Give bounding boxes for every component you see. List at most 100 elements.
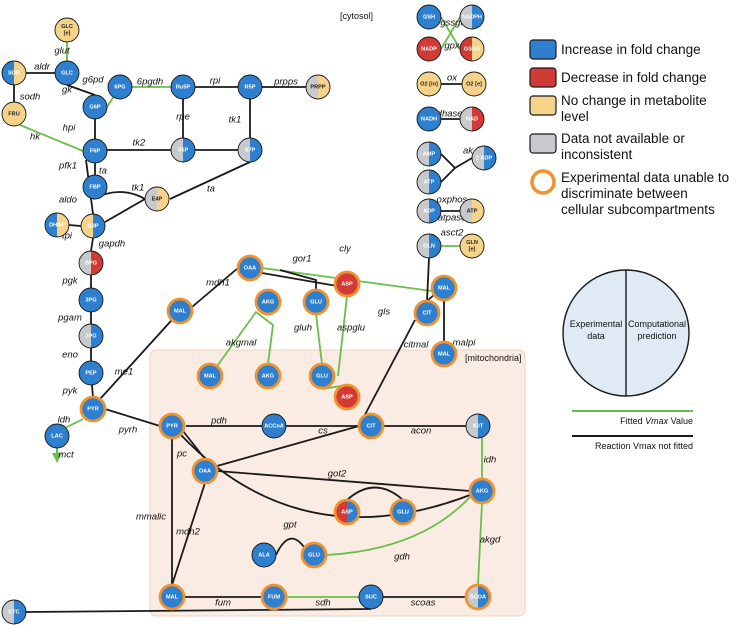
node-left-half [359,585,371,609]
node-right-half [120,75,132,99]
node-outline [1,60,27,86]
node-label: MAL [438,351,451,357]
reaction-label-cly: cly [339,244,352,255]
reaction-edge [440,153,457,183]
node-outline [144,186,170,212]
legend-swatch-na [529,133,557,154]
node-label: GLC [61,70,73,76]
node-outline [389,498,417,526]
node-outline [416,169,442,195]
node-right-half [274,414,286,438]
metabolite-node-fum: FUM [260,583,288,611]
metabolite-node-asp_c: ASP [333,270,361,298]
metabolite-node-pep: PEP [78,360,104,386]
node-outline [260,583,288,611]
metabolite-node-pyr_m: PYR [158,412,186,440]
node-outline [261,413,287,439]
node-outline [196,362,224,390]
node-label: [e] [469,247,476,253]
metabolite-node-nadp: NADP [416,36,442,62]
node-left-half [45,424,57,448]
node-outline [416,106,442,132]
node-outline [416,233,442,259]
legend-na-text-1: Data not available or [561,131,685,146]
reaction-edge [209,310,274,377]
reaction-edge [25,608,372,613]
node-outline [416,71,442,97]
node-left-half [238,138,250,162]
reaction-label-ak: ak [463,146,474,157]
reaction-edge [216,470,471,492]
node-left-half [145,187,157,211]
metabolite-node-fbp: FBP [82,174,108,200]
reaction-label-fum: fum [215,598,231,609]
metabolite-node-dhap: DHAP [44,212,70,238]
node-outline [416,4,442,30]
node-right-half [14,102,26,126]
node-outline [237,74,263,100]
node-label: 2 ADP [476,155,493,161]
reaction-edge [325,496,471,556]
node-label: X5P [178,147,189,153]
node-label: GSSG [464,46,480,52]
metabolite-node-lac: LAC [44,423,70,449]
node-outline [413,299,441,327]
reaction-label-pyk: pyk [62,386,79,397]
node-label: ATP [467,208,478,214]
node-right-half [429,72,441,96]
node-right-half [429,234,441,258]
node-outline [416,198,442,224]
cytosol-label: [cytosol] [340,11,373,21]
reaction-edge [279,269,317,290]
node-right-half [478,414,490,438]
node-label: F6P [90,148,101,154]
node-outline [170,137,196,163]
reaction-edge [66,84,96,96]
node-label: PRPP [310,84,326,90]
node-label: PYR [166,423,178,429]
node-left-half [55,18,67,42]
reaction-label-gapdh: gapdh [99,239,125,250]
metabolite-node-adp: ADP [416,198,442,224]
metabolite-node-etc: ETC [1,599,27,625]
node-outline [191,457,219,485]
node-label: AMP [423,151,436,157]
node-outline [333,383,361,411]
node-left-half [171,138,183,162]
reaction-label-hk: hk [30,132,41,143]
node-right-half [474,72,486,96]
reaction-label-ta2: ta [207,184,215,195]
legend-notfitted-text: Reaction Vmax not fitted [595,441,693,451]
metabolite-node-6pg: 6PG [107,74,133,100]
node-label: NADH [421,116,437,122]
reaction-label-oxphos: oxphos [437,195,468,206]
metabolite-node-akg_m1: AKG [254,362,282,390]
node-outline [308,362,336,390]
node-right-half [93,214,105,238]
node-outline [82,174,108,200]
mct-arrow-head [52,453,62,463]
node-label: 3PG [85,297,96,303]
legend-swatch-increase [529,39,557,60]
node-label: SCOA [470,594,486,600]
metabolite-node-glu_c: GLU [302,288,330,316]
node-outline [1,101,27,127]
node-left-half [417,170,429,194]
node-outline [82,138,108,164]
reaction-label-rpi: rpi [210,76,221,87]
reaction-edge [275,537,307,556]
metabolite-node-sor: SOR [1,60,27,86]
reaction-label-citmal: citmal [404,340,430,351]
reaction-label-prpps: prpps [273,77,298,88]
node-label: MAL [166,594,179,600]
legend-fitted-text: Fitted Vmax Value [620,416,693,426]
reaction-label-gor1: gor1 [292,254,311,265]
node-label: 2PG [85,333,96,339]
legend-swatch-nochange [529,95,557,116]
node-right-half [472,234,484,258]
node-outline [254,288,282,316]
node-right-half [95,95,107,119]
node-outline [1,599,27,625]
node-right-half [250,75,262,99]
node-outline [80,213,106,239]
